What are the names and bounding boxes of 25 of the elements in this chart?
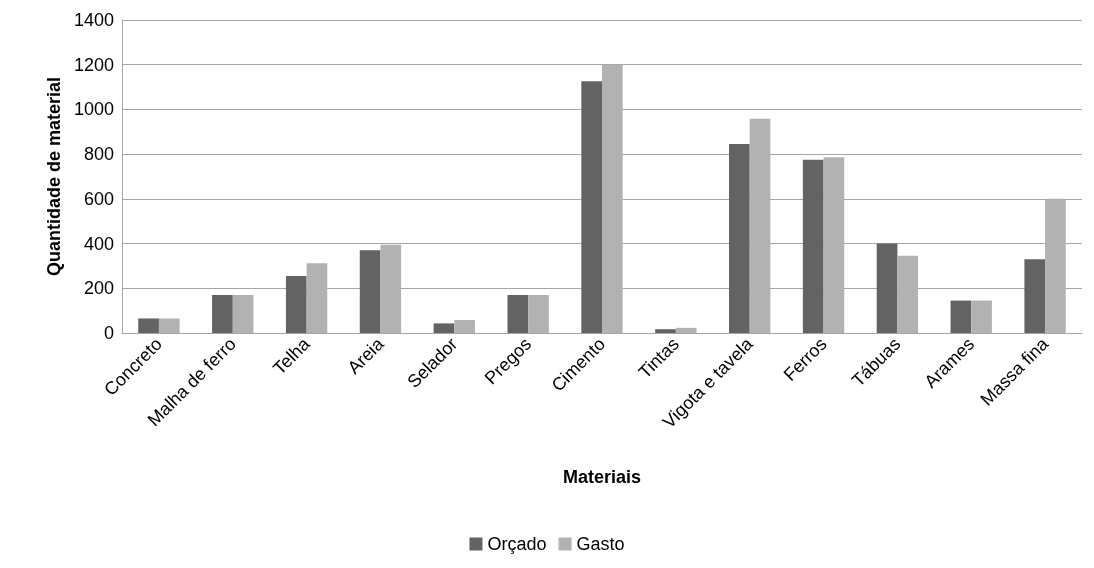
bar (433, 323, 455, 333)
bar (212, 294, 233, 333)
bar (802, 159, 824, 333)
bar (359, 250, 381, 333)
y-tick-label: 1200 (73, 54, 114, 75)
y-tick-label: 1000 (73, 99, 114, 120)
y-tick-label: 600 (83, 188, 114, 209)
bar (285, 275, 307, 333)
legend-label: Gasto (576, 534, 625, 554)
legend-label: Orçado (487, 534, 547, 554)
bar (729, 144, 750, 333)
bar (138, 318, 159, 333)
y-tick-label: 400 (83, 233, 114, 254)
bar (950, 300, 972, 333)
bar (876, 243, 898, 333)
bar (655, 329, 676, 333)
y-tick-label: 1400 (73, 10, 114, 30)
y-axis-title: Quantidade de material (44, 76, 65, 277)
y-tick-label: 0 (103, 323, 114, 343)
y-tick-label: 200 (83, 278, 114, 299)
bar (581, 81, 602, 333)
x-axis-title: Materiais (562, 467, 642, 487)
bar (507, 294, 529, 333)
y-tick-label: 800 (83, 144, 114, 165)
bar (1024, 259, 1046, 333)
